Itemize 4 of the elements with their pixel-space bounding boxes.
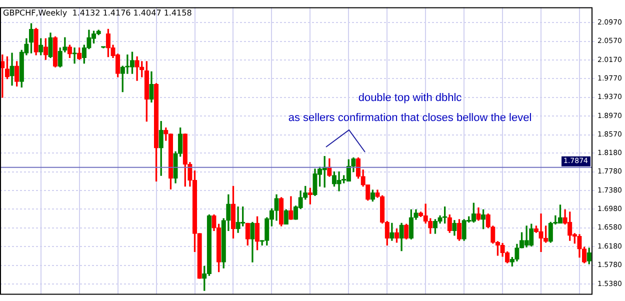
chart-title: GBPCHF,Weekly 1.4132 1.4176 1.4047 1.4158 — [3, 8, 192, 18]
candlestick — [72, 48, 77, 64]
annotation: double top with dbhlc — [358, 92, 462, 104]
annotation: as sellers confirmation that closes bellow the level — [288, 112, 532, 124]
